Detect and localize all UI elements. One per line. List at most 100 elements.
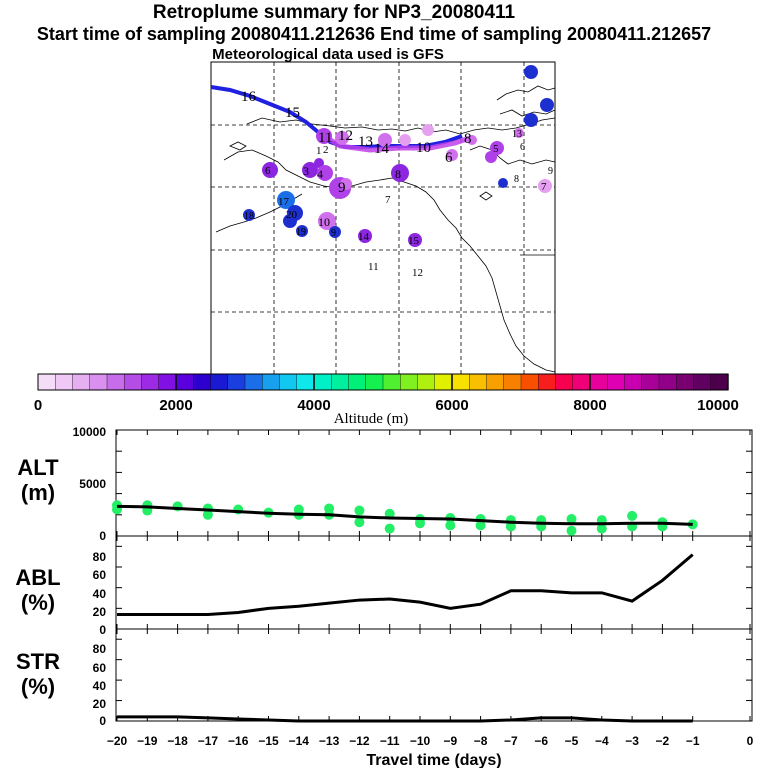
x-tick-label: −18 — [167, 734, 188, 748]
colorbar-cell — [641, 373, 660, 391]
colorbar-cell — [486, 373, 505, 391]
colorbar-cell — [55, 373, 74, 391]
cluster-point — [283, 214, 297, 228]
alt-panel — [112, 500, 698, 536]
abl-line — [117, 553, 694, 617]
alt-point — [627, 510, 638, 521]
x-tick-label: −4 — [595, 734, 609, 748]
colorbar-tick: 4000 — [297, 397, 330, 414]
x-tick-label: −19 — [137, 734, 158, 748]
cluster-point — [378, 133, 392, 147]
colorbar-cell — [417, 373, 436, 391]
cluster-label: 17 — [278, 196, 290, 208]
cluster-label: 13 — [358, 134, 373, 150]
cluster-point — [335, 131, 349, 145]
colorbar-cell — [365, 373, 384, 391]
cluster-point — [490, 141, 504, 155]
cluster-label: 6 — [520, 142, 525, 153]
colorbar-cell — [158, 373, 177, 391]
str-ytick: 80 — [93, 642, 107, 656]
x-tick-label: −10 — [410, 734, 431, 748]
x-tick-label: −13 — [319, 734, 340, 748]
cluster-label: 3 — [303, 164, 309, 178]
sampling-times: Start time of sampling 20080411.212636 E… — [36, 24, 712, 44]
cluster-point — [524, 113, 538, 127]
cluster-label: 11 — [368, 261, 379, 273]
colorbar-cell — [589, 373, 608, 391]
cluster-points — [243, 65, 554, 247]
str-line — [117, 715, 693, 723]
str-panel — [117, 715, 693, 723]
cluster-point — [538, 179, 552, 193]
x-tick-label: −7 — [504, 734, 518, 748]
str-ytick: 0 — [99, 714, 106, 728]
cluster-label: 6 — [445, 150, 453, 166]
cluster-label: 10 — [318, 215, 330, 229]
retroplume-map: 16 15 14 13 12 11 10 9 8 7 6 5 4 3 2 1 1… — [210, 61, 556, 375]
colorbar-cell — [296, 373, 315, 391]
alt-label: ALT — [17, 455, 59, 480]
x-tick-label: −5 — [565, 734, 579, 748]
colorbar-cell — [72, 373, 91, 391]
colorbar-cell — [693, 373, 712, 391]
cluster-label: 10 — [416, 140, 431, 156]
alt-unit: (m) — [21, 480, 55, 505]
cluster-label: 12 — [338, 128, 353, 144]
x-tick-label: 0 — [747, 734, 754, 748]
alt-point — [566, 514, 577, 525]
cluster-point — [514, 128, 524, 138]
colorbar-cell — [37, 373, 56, 391]
x-tick-label: −8 — [474, 734, 488, 748]
colorbar-cell — [710, 373, 729, 391]
x-axis-label: Travel time (days) — [366, 752, 501, 768]
cluster-label: 9 — [548, 166, 553, 177]
abl-ytick: 60 — [93, 568, 107, 582]
x-tick-label: −2 — [656, 734, 670, 748]
colorbar-cell — [400, 373, 419, 391]
str-label: STR — [16, 649, 60, 674]
alt-point — [354, 505, 365, 516]
cluster-label: 8 — [514, 174, 519, 185]
colorbar-cell — [210, 373, 229, 391]
colorbar-cell — [469, 373, 488, 391]
colorbar-cell — [658, 373, 677, 391]
alt-point — [566, 525, 577, 536]
colorbar-cell — [262, 373, 281, 391]
x-tick-label: −15 — [258, 734, 279, 748]
cluster-point — [329, 226, 341, 238]
colorbar-cell — [555, 373, 574, 391]
cluster-point — [446, 149, 458, 161]
cluster-label: 20 — [286, 209, 298, 221]
cluster-label: 19 — [296, 227, 306, 238]
colorbar-cell — [348, 373, 367, 391]
cluster-label: 14 — [374, 141, 390, 157]
str-panel-frame — [115, 628, 753, 722]
x-tick-label: −11 — [380, 734, 400, 748]
colorbar-cell — [279, 373, 298, 391]
colorbar-cell — [624, 373, 643, 391]
cluster-label: 15 — [285, 105, 300, 121]
colorbar-cell — [538, 373, 557, 391]
alt-point — [505, 521, 516, 532]
colorbar-cell — [520, 373, 539, 391]
str-ytick: 40 — [93, 679, 107, 693]
x-tick-label: −14 — [289, 734, 310, 748]
cluster-point — [540, 98, 554, 112]
cluster-label: 9 — [338, 180, 346, 196]
cluster-label: 7 — [385, 194, 391, 206]
colorbar-cell — [244, 373, 263, 391]
alt-median-line — [116, 504, 693, 526]
abl-ytick: 40 — [93, 587, 107, 601]
cluster-label: 18 — [244, 211, 254, 222]
cluster-point — [422, 124, 434, 136]
cluster-label: 9 — [331, 228, 336, 239]
colorbar-cell — [331, 373, 350, 391]
colorbar-tick: 2000 — [159, 397, 192, 414]
colorbar-cell — [175, 373, 194, 391]
colorbar-tick: 10000 — [697, 397, 739, 414]
alt-point — [384, 523, 395, 534]
cluster-label: 16 — [241, 89, 257, 105]
x-tick-label: −1 — [686, 734, 700, 748]
x-tick-label: −6 — [534, 734, 548, 748]
